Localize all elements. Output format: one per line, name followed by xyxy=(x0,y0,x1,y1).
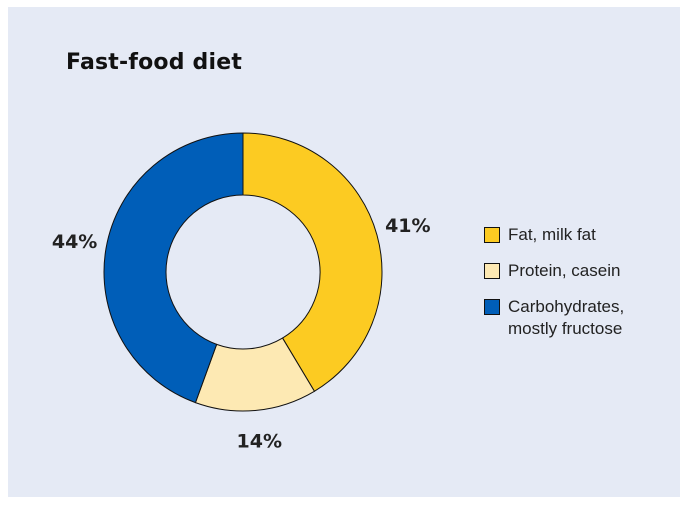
legend-item-carbohydrates: Carbohydrates, mostly fructose xyxy=(484,296,674,340)
legend-item-fat: Fat, milk fat xyxy=(484,224,674,246)
legend-label-protein: Protein, casein xyxy=(508,261,621,280)
legend-swatch-carbohydrates xyxy=(484,299,500,315)
value-label-carbohydrates: 44% xyxy=(52,231,97,253)
legend: Fat, milk fat Protein, casein Carbohydra… xyxy=(484,224,674,354)
legend-label-carbohydrates: Carbohydrates, mostly fructose xyxy=(508,297,625,338)
value-label-protein: 14% xyxy=(237,431,282,453)
legend-item-protein: Protein, casein xyxy=(484,260,674,282)
slice-carbohydrates xyxy=(103,132,244,404)
chart-title: Fast-food diet xyxy=(66,50,243,75)
legend-swatch-protein xyxy=(484,263,500,279)
value-label-fat: 41% xyxy=(385,215,430,237)
legend-label-fat: Fat, milk fat xyxy=(508,225,596,244)
slice-fat xyxy=(242,132,383,392)
legend-swatch-fat xyxy=(484,227,500,243)
